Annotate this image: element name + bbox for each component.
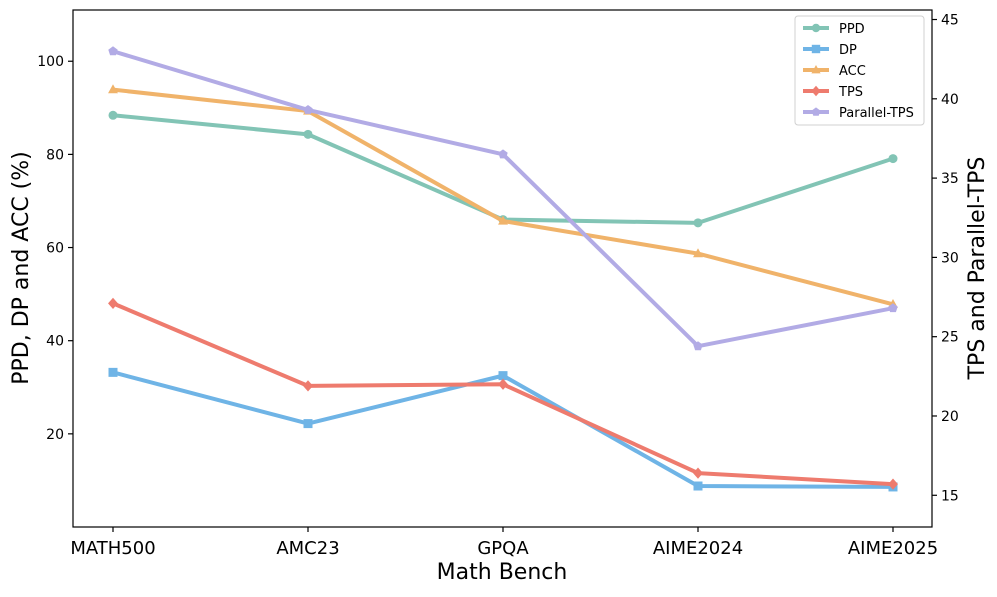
series-parallel-tps [108,46,898,351]
legend-label: DP [839,43,857,58]
legend: PPD DP ACC TPS Parallel-TPS [794,15,925,126]
data-point [693,467,703,479]
x-axis-title: Math Bench [437,560,568,585]
left-tick-label: 60 [46,241,64,257]
right-axis: 15 20 25 30 35 40 45 [932,13,959,504]
data-point [693,341,703,351]
data-point [303,129,313,139]
series-line [111,113,895,225]
data-point [693,248,703,258]
data-point [498,371,508,381]
legend-item: PPD [803,22,865,37]
x-axis: MATH500 AMC23 GPQA AIME2024 AIME2025 [70,527,938,559]
data-point [303,380,313,392]
data-point [108,84,118,94]
data-point [303,419,313,429]
legend-label: TPS [838,85,863,100]
legend-item: Parallel-TPS [803,106,914,121]
legend-marker [811,85,821,97]
right-tick-label: 45 [941,13,959,29]
right-tick-label: 40 [941,92,959,108]
legend-item: TPS [803,85,863,100]
x-tick-label: GPQA [477,538,529,559]
data-point [303,104,313,114]
data-point [888,154,898,164]
left-tick-label: 100 [37,54,64,70]
left-tick-label: 80 [46,147,64,163]
data-point [108,297,118,310]
right-tick-label: 20 [941,409,959,425]
data-point [498,149,508,159]
data-point [108,46,118,56]
data-point [888,478,898,490]
x-tick-label: AMC23 [276,538,339,559]
data-point [693,218,703,228]
legend-marker [811,44,821,54]
legend-item: ACC [803,64,866,79]
legend-item: DP [803,43,857,58]
legend-marker [811,23,821,33]
right-tick-label: 25 [941,330,959,346]
legend-marker [811,107,821,116]
legend-label: PPD [839,22,865,37]
data-point [498,215,508,225]
series-layer [108,46,898,492]
series-ppd [108,110,898,228]
x-tick-label: AIME2024 [653,538,743,559]
legend-marker [811,64,821,74]
x-tick-label: AIME2025 [848,538,938,559]
data-point [498,378,508,390]
data-point [888,303,898,313]
left-tick-label: 40 [46,334,64,350]
series-tps [108,297,898,490]
data-point [693,481,703,491]
left-axis-title: PPD, DP and ACC (%) [9,151,34,385]
data-point [108,110,118,120]
right-axis-title: TPS and Parallel-TPS [965,157,990,381]
data-point [108,367,118,377]
left-tick-label: 20 [46,427,64,443]
right-tick-label: 30 [941,250,959,266]
legend-label: Parallel-TPS [839,106,914,121]
x-tick-label: MATH500 [70,538,155,559]
left-axis: 20 40 60 80 100 [37,54,73,443]
legend-label: ACC [839,64,866,79]
legend-box [794,15,925,126]
right-tick-label: 35 [941,171,959,187]
right-tick-label: 15 [941,488,959,504]
